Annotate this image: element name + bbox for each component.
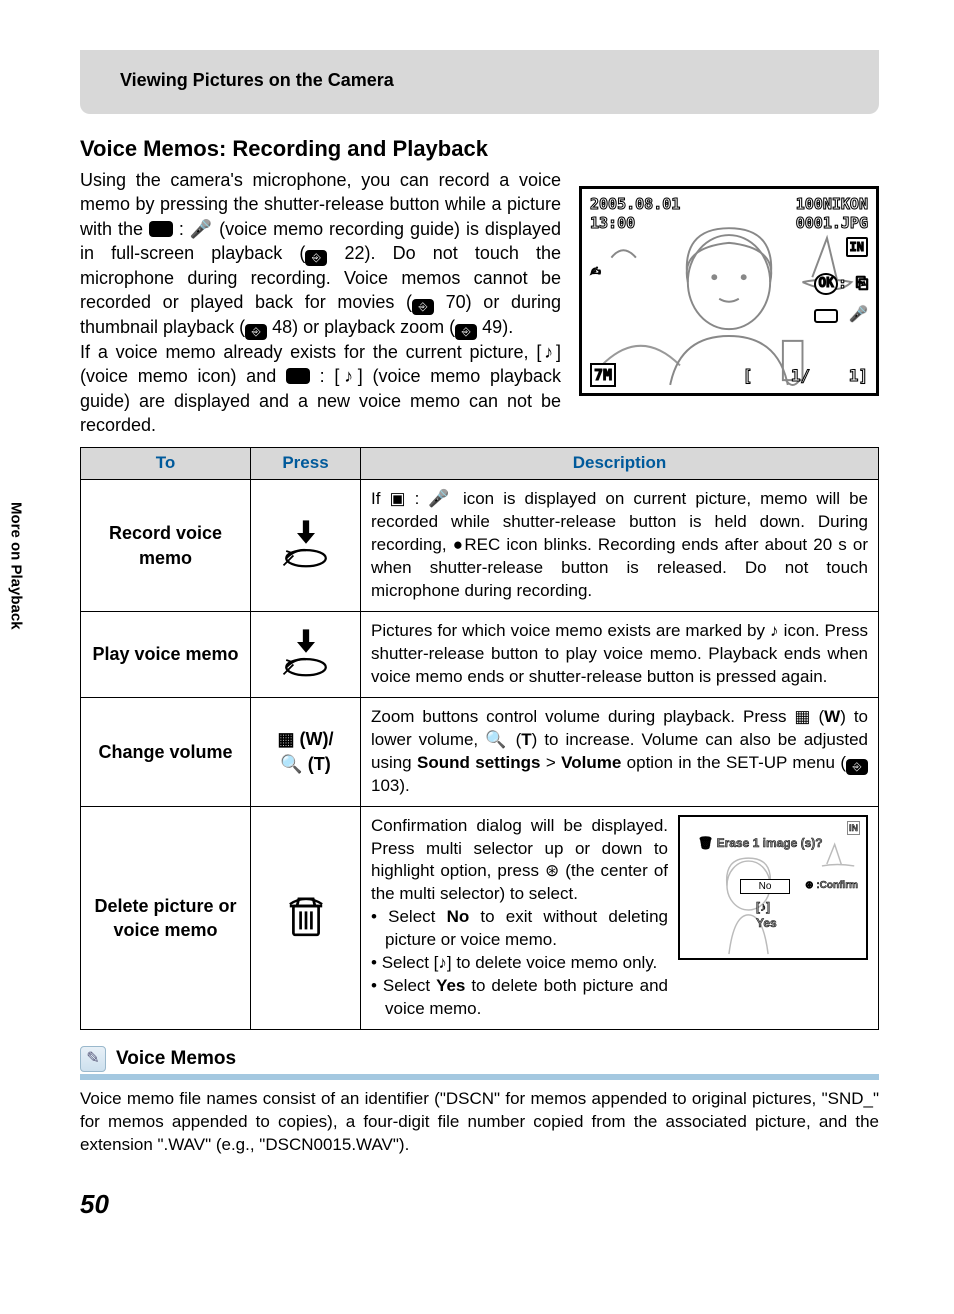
cell-description: If ▣ : 🎤 icon is displayed on current pi… <box>361 480 879 612</box>
actions-table: To Press Description Record voice memo If… <box>80 447 879 1030</box>
cell-description: Zoom buttons control volume during playb… <box>361 697 879 806</box>
page-header: Viewing Pictures on the Camera <box>80 50 879 114</box>
lcd-voice-icon: ✍ <box>590 259 601 283</box>
main-content: Voice Memos: Recording and Playback Usin… <box>80 134 879 1157</box>
cell-press <box>251 806 361 1029</box>
note-body: Voice memo file names consist of an iden… <box>80 1088 879 1157</box>
page-ref-icon: ⎆ <box>412 299 434 315</box>
dialog-no-button[interactable]: No <box>740 879 790 895</box>
mini-lcd: IN🗑 Erase 1 image (s)?No⊛ :Confirm[♪]Yes <box>678 815 868 960</box>
shutter-release-icon <box>149 221 173 237</box>
lcd-ok-action-icon: : ⎘ <box>838 273 868 293</box>
th-to: To <box>81 448 251 480</box>
page-ref-icon: ⎆ <box>455 324 477 340</box>
page-number: 50 <box>80 1187 879 1222</box>
lcd-time: 13:00 <box>590 213 635 233</box>
cell-to: Delete picture or voice memo <box>81 806 251 1029</box>
lcd-file: 0001.JPG <box>796 213 868 233</box>
lcd-ok-icon: OK <box>814 273 838 295</box>
lcd-date: 2005.08.01 <box>590 194 680 214</box>
cell-press: ▦ (W)/🔍 (T) <box>251 697 361 806</box>
shutter-release-icon <box>286 368 310 384</box>
th-description: Description <box>361 448 879 480</box>
intro-paragraph: Using the camera's microphone, you can r… <box>80 168 561 437</box>
page-ref-icon: ⎆ <box>245 324 267 340</box>
lcd-shutter-icon <box>814 309 838 323</box>
section-title: Voice Memos: Recording and Playback <box>80 134 879 164</box>
lcd-preview: 2005.08.01 13:00 100NIKON 0001.JPG IN OK… <box>579 186 879 396</box>
note-header: ✎ Voice Memos <box>80 1046 879 1080</box>
intro-text-5: 48) or playback zoom ( <box>267 317 455 337</box>
cell-description: Confirmation dialog will be displayed. P… <box>361 806 879 1029</box>
intro-text-6: 49). <box>477 317 513 337</box>
cell-press <box>251 480 361 612</box>
cell-to: Play voice memo <box>81 611 251 697</box>
cell-press <box>251 611 361 697</box>
side-tab: More on Playback <box>5 502 25 630</box>
cell-to: Record voice memo <box>81 480 251 612</box>
table-row: Play voice memo Pictures for which voice … <box>81 611 879 697</box>
table-row: Record voice memo If ▣ : 🎤 icon is displa… <box>81 480 879 612</box>
table-row: Delete picture or voice memo Confirmation… <box>81 806 879 1029</box>
note-title: Voice Memos <box>116 1046 236 1072</box>
pencil-icon: ✎ <box>80 1046 106 1072</box>
table-row: Change volume▦ (W)/🔍 (T)Zoom buttons con… <box>81 697 879 806</box>
page-ref-icon: ⎆ <box>305 250 327 266</box>
lcd-frame-count: [ 1/ 1] <box>743 365 868 387</box>
lcd-size: 7M <box>590 363 616 387</box>
lcd-folder: 100NIKON <box>796 194 868 214</box>
cell-to: Change volume <box>81 697 251 806</box>
cell-description: Pictures for which voice memo exists are… <box>361 611 879 697</box>
th-press: Press <box>251 448 361 480</box>
lcd-internal-icon: IN <box>846 237 868 257</box>
